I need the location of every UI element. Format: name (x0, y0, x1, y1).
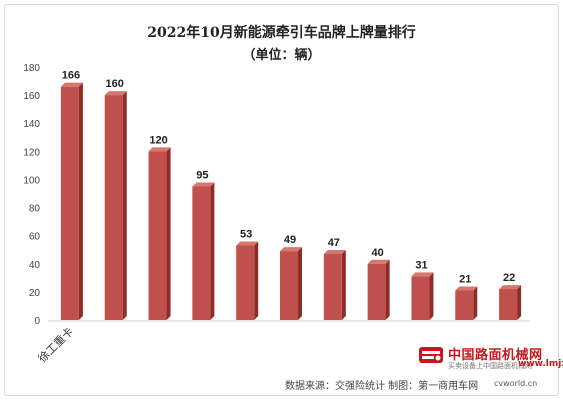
bar-top (148, 147, 171, 152)
watermark-logo-icon (419, 347, 443, 363)
watermark-url: www.lmjx.net (518, 359, 563, 369)
y-tick-label: 180 (23, 63, 40, 74)
watermark-name: 中国路面机械网 (448, 348, 543, 363)
bar (148, 151, 167, 320)
bar (367, 263, 386, 320)
y-tick-label: 100 (23, 175, 40, 186)
bar-value-label: 21 (459, 273, 471, 285)
bar-side (429, 272, 434, 320)
watermark: 中国路面机械网 买卖设备上中国路面机械网 www.lmjx.net (418, 342, 563, 374)
chart-frame (4, 4, 559, 396)
bar-top (60, 82, 83, 87)
bar-top (280, 247, 302, 252)
y-tick-label: 0 (34, 316, 40, 327)
bar (323, 253, 342, 320)
y-tick-label: 40 (29, 260, 41, 271)
y-tick-label: 80 (29, 204, 41, 215)
bar-side (254, 241, 259, 320)
bar-side (122, 91, 127, 320)
bar-top (455, 286, 478, 291)
bar-side (341, 249, 346, 320)
bar (236, 245, 255, 320)
bar-side (166, 147, 171, 320)
bar (60, 86, 79, 320)
bar-value-label: 40 (372, 247, 384, 259)
bar-top (323, 249, 346, 254)
bar (499, 289, 518, 320)
y-tick-label: 20 (29, 288, 41, 299)
watermark-slogan: 买卖设备上中国路面机械网 (448, 362, 532, 370)
bar-top (367, 259, 390, 264)
bar-top (104, 91, 127, 96)
bar-side (210, 182, 215, 320)
y-tick-label: 140 (23, 119, 40, 130)
bar-value-label: 95 (196, 169, 208, 181)
bar-side (473, 286, 478, 320)
bar-side (385, 259, 390, 320)
chart-subtitle: （单位：辆） (242, 48, 321, 63)
y-tick-label: 60 (29, 232, 41, 243)
bar-top (499, 285, 522, 290)
chart-title: 2022年10月新能源牵引车品牌上牌量排行 (147, 25, 416, 41)
bar-side (78, 82, 83, 320)
bar-top (411, 272, 434, 277)
watermark-domain: cvworld.cn (494, 379, 538, 388)
y-tick-label: 120 (23, 147, 40, 158)
bar-side (517, 285, 522, 320)
bar-value-label: 31 (415, 259, 427, 271)
bar-value-label: 160 (106, 78, 124, 90)
bar (280, 251, 298, 320)
bar-value-label: 53 (240, 229, 252, 241)
bar-top (192, 182, 215, 187)
source-note: 数据来源：交强险统计 制图：第一商用车网 (285, 381, 479, 392)
bar-value-label: 47 (328, 237, 340, 249)
bar (411, 276, 430, 320)
bar-side (298, 247, 302, 320)
bar-value-label: 120 (149, 134, 167, 146)
bar-top (236, 241, 259, 246)
x-category-label: 徐工重卡 (35, 324, 76, 365)
bar-value-label: 166 (62, 70, 80, 82)
bar-value-label: 22 (503, 272, 515, 284)
bar (192, 186, 211, 320)
y-tick-label: 160 (23, 91, 40, 102)
bar (455, 290, 474, 320)
bar-value-label: 49 (284, 234, 296, 246)
bar (104, 95, 123, 320)
